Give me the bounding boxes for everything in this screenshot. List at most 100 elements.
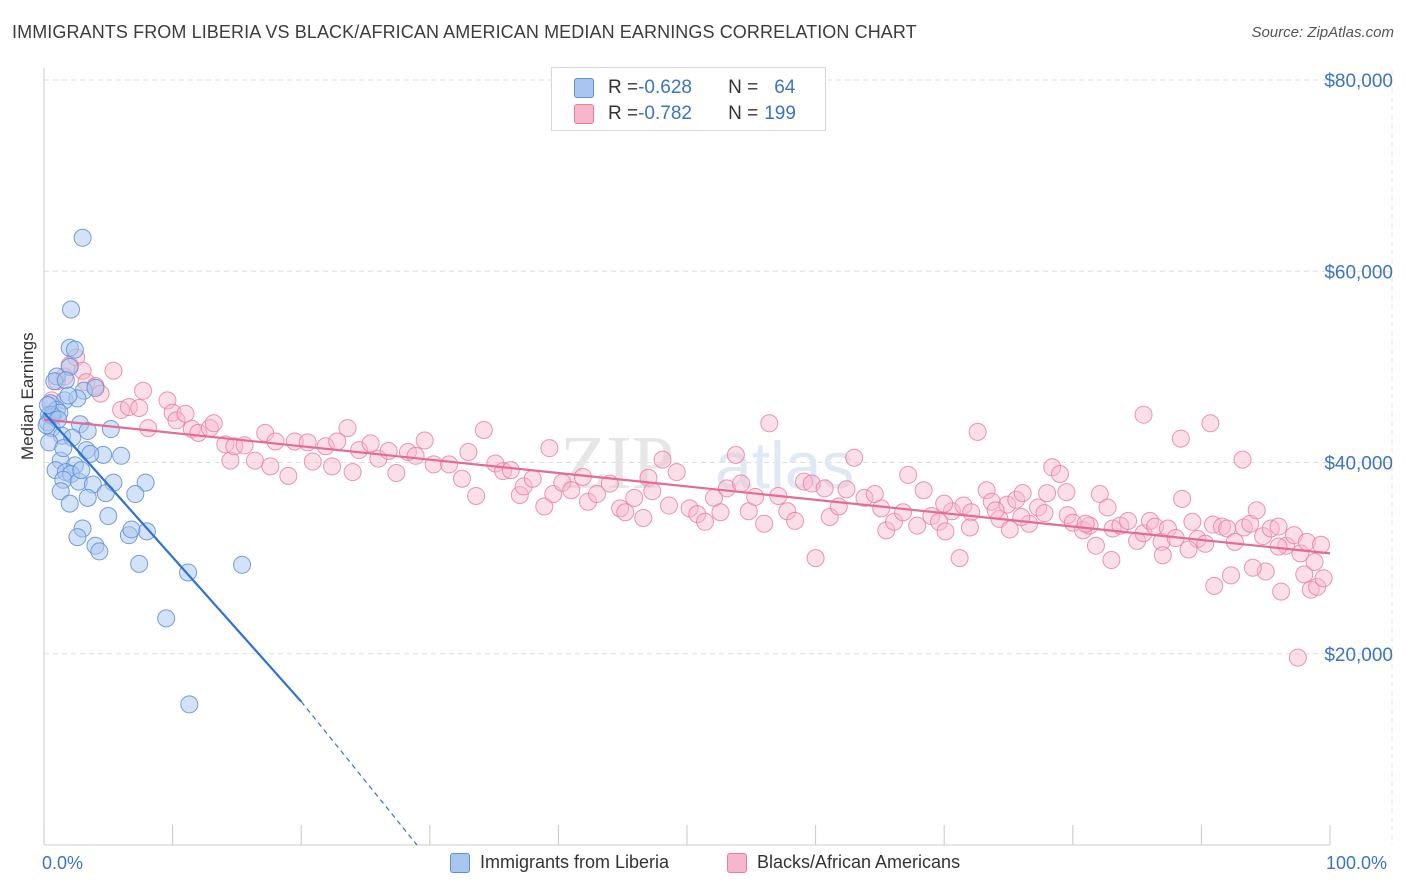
n-key: N = xyxy=(728,77,759,98)
n-value: 199 xyxy=(764,103,796,124)
r-key: R = xyxy=(608,77,639,98)
point-blacks-164 xyxy=(1305,552,1324,571)
point-blacks-133 xyxy=(1086,536,1105,555)
x-tick-left: 0.0% xyxy=(42,853,84,873)
point-blacks-187 xyxy=(1038,484,1057,503)
point-blacks-41 xyxy=(361,434,380,453)
point-blacks-30 xyxy=(266,432,285,451)
point-blacks-182 xyxy=(1179,540,1198,559)
point-blacks-75 xyxy=(653,450,672,469)
point-liberia-59 xyxy=(54,439,73,458)
point-blacks-128 xyxy=(1050,464,1069,483)
point-blacks-80 xyxy=(696,512,715,531)
point-blacks-77 xyxy=(667,463,686,482)
point-blacks-99 xyxy=(837,480,856,499)
point-blacks-112 xyxy=(936,522,955,541)
point-blacks-107 xyxy=(899,465,918,484)
point-blacks-53 xyxy=(474,420,493,439)
point-blacks-185 xyxy=(1076,514,1095,533)
point-blacks-172 xyxy=(1295,565,1314,584)
point-blacks-93 xyxy=(795,472,814,491)
point-blacks-22 xyxy=(204,414,223,433)
axes xyxy=(43,68,1331,846)
point-blacks-121 xyxy=(998,495,1017,514)
n-key: N = xyxy=(728,103,759,124)
point-blacks-134 xyxy=(1090,485,1109,504)
correlation-legend: R = -0.628 N = 64 R = -0.782 N = 199 xyxy=(551,67,826,131)
point-liberia-42 xyxy=(99,507,118,526)
point-blacks-159 xyxy=(1269,517,1288,536)
point-liberia-40 xyxy=(78,488,97,507)
y-tick-label-3: $80,000 xyxy=(1324,71,1393,92)
point-blacks-60 xyxy=(535,497,554,516)
point-blacks-176 xyxy=(1288,648,1307,667)
chart-title: IMMIGRANTS FROM LIBERIA VS BLACK/AFRICAN… xyxy=(12,22,917,42)
point-liberia-53 xyxy=(180,695,199,714)
point-blacks-36 xyxy=(323,457,342,476)
point-blacks-23 xyxy=(216,435,235,454)
point-blacks-61 xyxy=(540,439,559,458)
point-blacks-95 xyxy=(806,549,825,568)
point-blacks-106 xyxy=(894,503,913,522)
point-blacks-67 xyxy=(587,485,606,504)
y-tick-labels: $20,000 $40,000 $60,000 $80,000 xyxy=(1324,71,1393,666)
point-blacks-97 xyxy=(820,508,839,527)
point-blacks-74 xyxy=(643,482,662,501)
point-blacks-189 xyxy=(986,501,1005,520)
point-blacks-92 xyxy=(786,511,805,530)
y-tick-label-2: $60,000 xyxy=(1324,262,1393,283)
point-liberia-63 xyxy=(122,520,141,539)
point-blacks-149 xyxy=(1196,534,1215,553)
legend-swatch-liberia xyxy=(450,852,470,873)
point-blacks-103 xyxy=(872,499,891,518)
point-blacks-150 xyxy=(1203,515,1222,534)
point-blacks-39 xyxy=(343,463,362,482)
point-blacks-147 xyxy=(1183,512,1202,531)
point-blacks-179 xyxy=(1243,558,1262,577)
point-blacks-138 xyxy=(1119,511,1138,530)
legend-swatch-blacks xyxy=(574,104,594,124)
point-liberia-44 xyxy=(137,522,156,541)
point-blacks-101 xyxy=(855,488,874,507)
point-blacks-14 xyxy=(134,381,153,400)
point-liberia-21 xyxy=(101,420,120,439)
n-value: 64 xyxy=(774,77,796,98)
point-blacks-175 xyxy=(1314,569,1333,588)
point-blacks-184 xyxy=(1102,551,1121,570)
point-blacks-180 xyxy=(1221,566,1240,585)
point-blacks-135 xyxy=(1098,498,1117,517)
point-blacks-122 xyxy=(1007,490,1026,509)
point-blacks-119 xyxy=(982,492,1001,511)
point-blacks-116 xyxy=(962,503,981,522)
point-liberia-41 xyxy=(60,494,79,513)
point-blacks-59 xyxy=(523,469,542,488)
point-blacks-105 xyxy=(885,512,904,531)
point-liberia-62 xyxy=(81,444,100,463)
point-liberia-57 xyxy=(59,386,78,405)
r-value: -0.782 xyxy=(638,103,692,124)
point-blacks-190 xyxy=(960,518,979,537)
y-tick-label-0: $20,000 xyxy=(1324,645,1393,666)
point-blacks-11 xyxy=(119,398,138,417)
point-blacks-27 xyxy=(245,451,264,470)
point-blacks-118 xyxy=(977,481,996,500)
point-liberia-45 xyxy=(68,528,87,547)
point-liberia-49 xyxy=(130,554,149,573)
point-blacks-47 xyxy=(415,431,434,450)
y-tick-label-1: $40,000 xyxy=(1324,454,1393,475)
point-blacks-71 xyxy=(625,488,644,507)
point-blacks-9 xyxy=(104,361,123,380)
x-tick-right: 100.0% xyxy=(1326,853,1388,873)
trend-line-liberia-extension xyxy=(300,701,418,846)
point-blacks-46 xyxy=(406,446,425,465)
point-blacks-183 xyxy=(1153,546,1172,565)
point-liberia-0 xyxy=(73,228,92,247)
point-blacks-157 xyxy=(1254,527,1273,546)
point-blacks-24 xyxy=(221,451,240,470)
point-blacks-88 xyxy=(755,514,774,533)
point-liberia-60 xyxy=(72,461,91,480)
point-blacks-87 xyxy=(746,487,765,506)
source-credit: Source: ZipAtlas.com xyxy=(1251,24,1394,41)
point-blacks-126 xyxy=(1035,504,1054,523)
point-liberia-3 xyxy=(65,340,84,359)
